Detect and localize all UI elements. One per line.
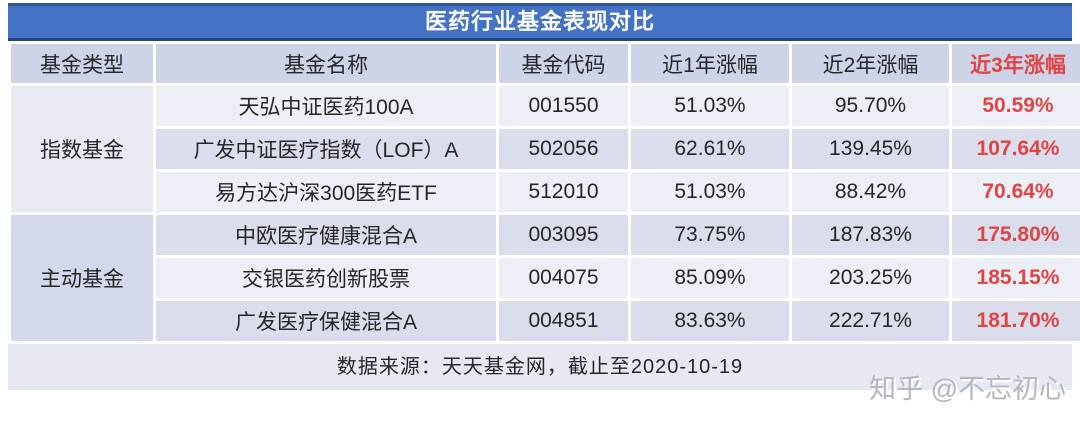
- fund-code-cell: 502056: [499, 129, 628, 169]
- col-header-return-2y: 近2年涨幅: [792, 44, 949, 83]
- return-1y-cell: 83.63%: [631, 301, 789, 341]
- col-header-return-3y: 近3年涨幅: [952, 44, 1080, 83]
- col-header-return-1y: 近1年涨幅: [631, 44, 789, 83]
- fund-code-cell: 004851: [499, 301, 628, 341]
- fund-table: 基金类型 基金名称 基金代码 近1年涨幅 近2年涨幅 近3年涨幅 指数基金 天弘…: [8, 41, 1080, 344]
- return-1y-cell: 51.03%: [631, 86, 789, 126]
- table-row: 易方达沪深300医药ETF 512010 51.03% 88.42% 70.64…: [11, 172, 1080, 212]
- return-2y-cell: 139.45%: [792, 129, 949, 169]
- col-header-fund-name: 基金名称: [156, 44, 496, 83]
- header-row: 基金类型 基金名称 基金代码 近1年涨幅 近2年涨幅 近3年涨幅: [11, 44, 1080, 83]
- fund-name-cell: 交银医药创新股票: [156, 258, 496, 298]
- return-3y-cell: 185.15%: [952, 258, 1080, 298]
- data-source-bar: 数据来源：天天基金网，截止至2020-10-19: [8, 344, 1072, 390]
- fund-type-cell-index: 指数基金: [11, 86, 153, 212]
- fund-code-cell: 001550: [499, 86, 628, 126]
- table-row: 主动基金 中欧医疗健康混合A 003095 73.75% 187.83% 175…: [11, 215, 1080, 341]
- fund-code-cell: 512010: [499, 172, 628, 212]
- table-row: 广发中证医疗指数（LOF）A 502056 62.61% 139.45% 107…: [11, 129, 1080, 169]
- return-3y-cell: 70.64%: [952, 172, 1080, 212]
- return-2y-cell: 222.71%: [792, 301, 949, 341]
- return-2y-cell: 88.42%: [792, 172, 949, 212]
- table-row: 交银医药创新股票 004075 85.09% 203.25% 185.15%: [11, 258, 1080, 298]
- return-2y-cell: 95.70%: [792, 86, 949, 126]
- fund-name-cell: 广发中证医疗指数（LOF）A: [156, 129, 496, 169]
- return-3y-cell: 181.70%: [952, 301, 1080, 341]
- return-1y-cell: 73.75%: [631, 215, 789, 255]
- fund-name-cell: 天弘中证医药100A: [156, 86, 496, 126]
- fund-code-cell: 003095: [499, 215, 628, 255]
- data-source-note: 数据来源：天天基金网，截止至2020-10-19: [336, 356, 744, 378]
- return-1y-cell: 51.03%: [631, 172, 789, 212]
- return-2y-cell: 187.83%: [792, 215, 949, 255]
- table-title-bar: 医药行业基金表现对比: [8, 3, 1072, 41]
- table-row: 指数基金 天弘中证医药100A 001550 51.03% 95.70% 50.…: [11, 86, 1080, 212]
- return-3y-cell: 50.59%: [952, 86, 1080, 126]
- col-header-fund-code: 基金代码: [499, 44, 628, 83]
- table-row: 广发医疗保健混合A 004851 83.63% 222.71% 181.70%: [11, 301, 1080, 341]
- fund-name-cell: 广发医疗保健混合A: [156, 301, 496, 341]
- return-3y-cell: 175.80%: [952, 215, 1080, 255]
- return-1y-cell: 62.61%: [631, 129, 789, 169]
- fund-name-cell: 中欧医疗健康混合A: [156, 215, 496, 255]
- return-1y-cell: 85.09%: [631, 258, 789, 298]
- page-title: 医药行业基金表现对比: [424, 9, 655, 34]
- return-3y-cell: 107.64%: [952, 129, 1080, 169]
- fund-code-cell: 004075: [499, 258, 628, 298]
- col-header-fund-type: 基金类型: [11, 44, 153, 83]
- fund-type-cell-active: 主动基金: [11, 215, 153, 341]
- fund-name-cell: 易方达沪深300医药ETF: [156, 172, 496, 212]
- return-2y-cell: 203.25%: [792, 258, 949, 298]
